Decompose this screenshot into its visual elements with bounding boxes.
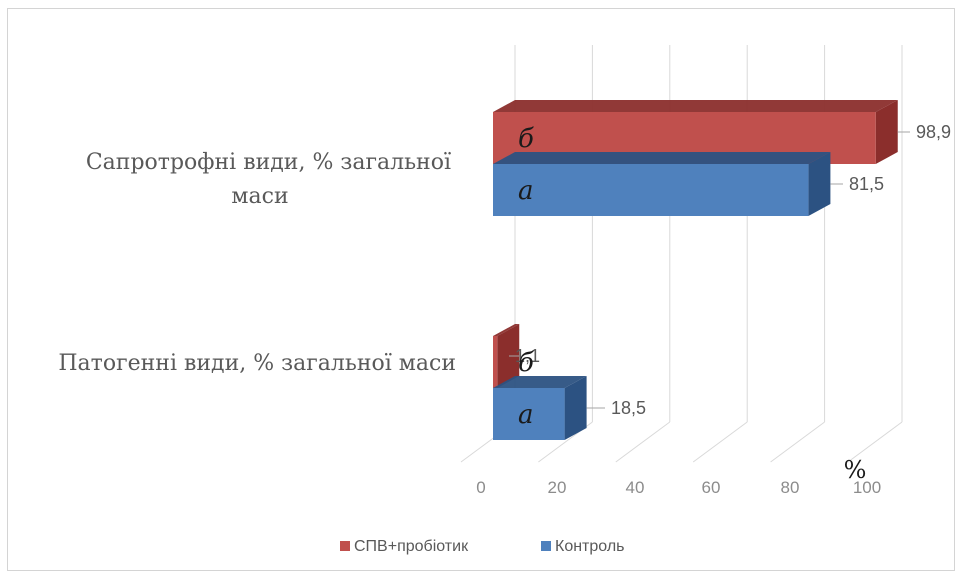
significance-letter: б (518, 348, 534, 378)
significance-letter: а (518, 176, 534, 206)
bar-top-face (493, 324, 520, 336)
data-label: 98,9 (916, 122, 951, 142)
bar-side-face (808, 152, 831, 216)
floor-gridline (770, 421, 825, 463)
x-tick-label: 100 (853, 478, 881, 497)
data-label: 18,5 (611, 398, 646, 418)
legend-label: Контроль (555, 538, 625, 555)
data-label: 1,1 (515, 346, 540, 366)
x-tick-label: 80 (781, 478, 800, 497)
bar-top-face (493, 100, 898, 112)
x-tick-label: 40 (626, 478, 645, 497)
bar-top-face (493, 152, 831, 164)
bar-front-face (493, 388, 565, 440)
category-label: Сапротрофні види, % загальної (86, 150, 451, 175)
x-tick-label: 20 (548, 478, 567, 497)
bar-control (493, 376, 587, 440)
bar-control (493, 152, 831, 216)
bar-spv-probiotic (493, 324, 520, 388)
bar-side-face (497, 324, 520, 388)
x-tick-label: 0 (476, 478, 485, 497)
x-unit-label: % (844, 456, 867, 484)
data-label: 81,5 (849, 174, 884, 194)
significance-letter: а (518, 400, 534, 430)
category-label: Патогенні види, % загальної маси (58, 351, 456, 376)
floor-gridline (847, 421, 903, 463)
bar-top-face (493, 376, 587, 388)
labels: 0 20 40 60 80 100%98,9б81,5а1,1б18,5аСапротро… (58, 122, 951, 497)
legend-swatch (541, 541, 551, 551)
x-tick-label: 60 (702, 478, 721, 497)
floor-gridline (615, 421, 671, 463)
bar-side-face (564, 376, 587, 440)
legend-label: СПВ+пробіотик (354, 538, 469, 555)
legend: СПВ+пробіотик Контроль (340, 538, 625, 555)
category-label: маси (231, 184, 288, 209)
bars (493, 100, 898, 440)
bar-front-face (493, 336, 498, 388)
significance-letter: б (518, 124, 534, 154)
bar-side-face (875, 100, 898, 164)
bar-front-face (493, 164, 809, 216)
legend-swatch (340, 541, 350, 551)
floor-gridline (692, 421, 748, 463)
